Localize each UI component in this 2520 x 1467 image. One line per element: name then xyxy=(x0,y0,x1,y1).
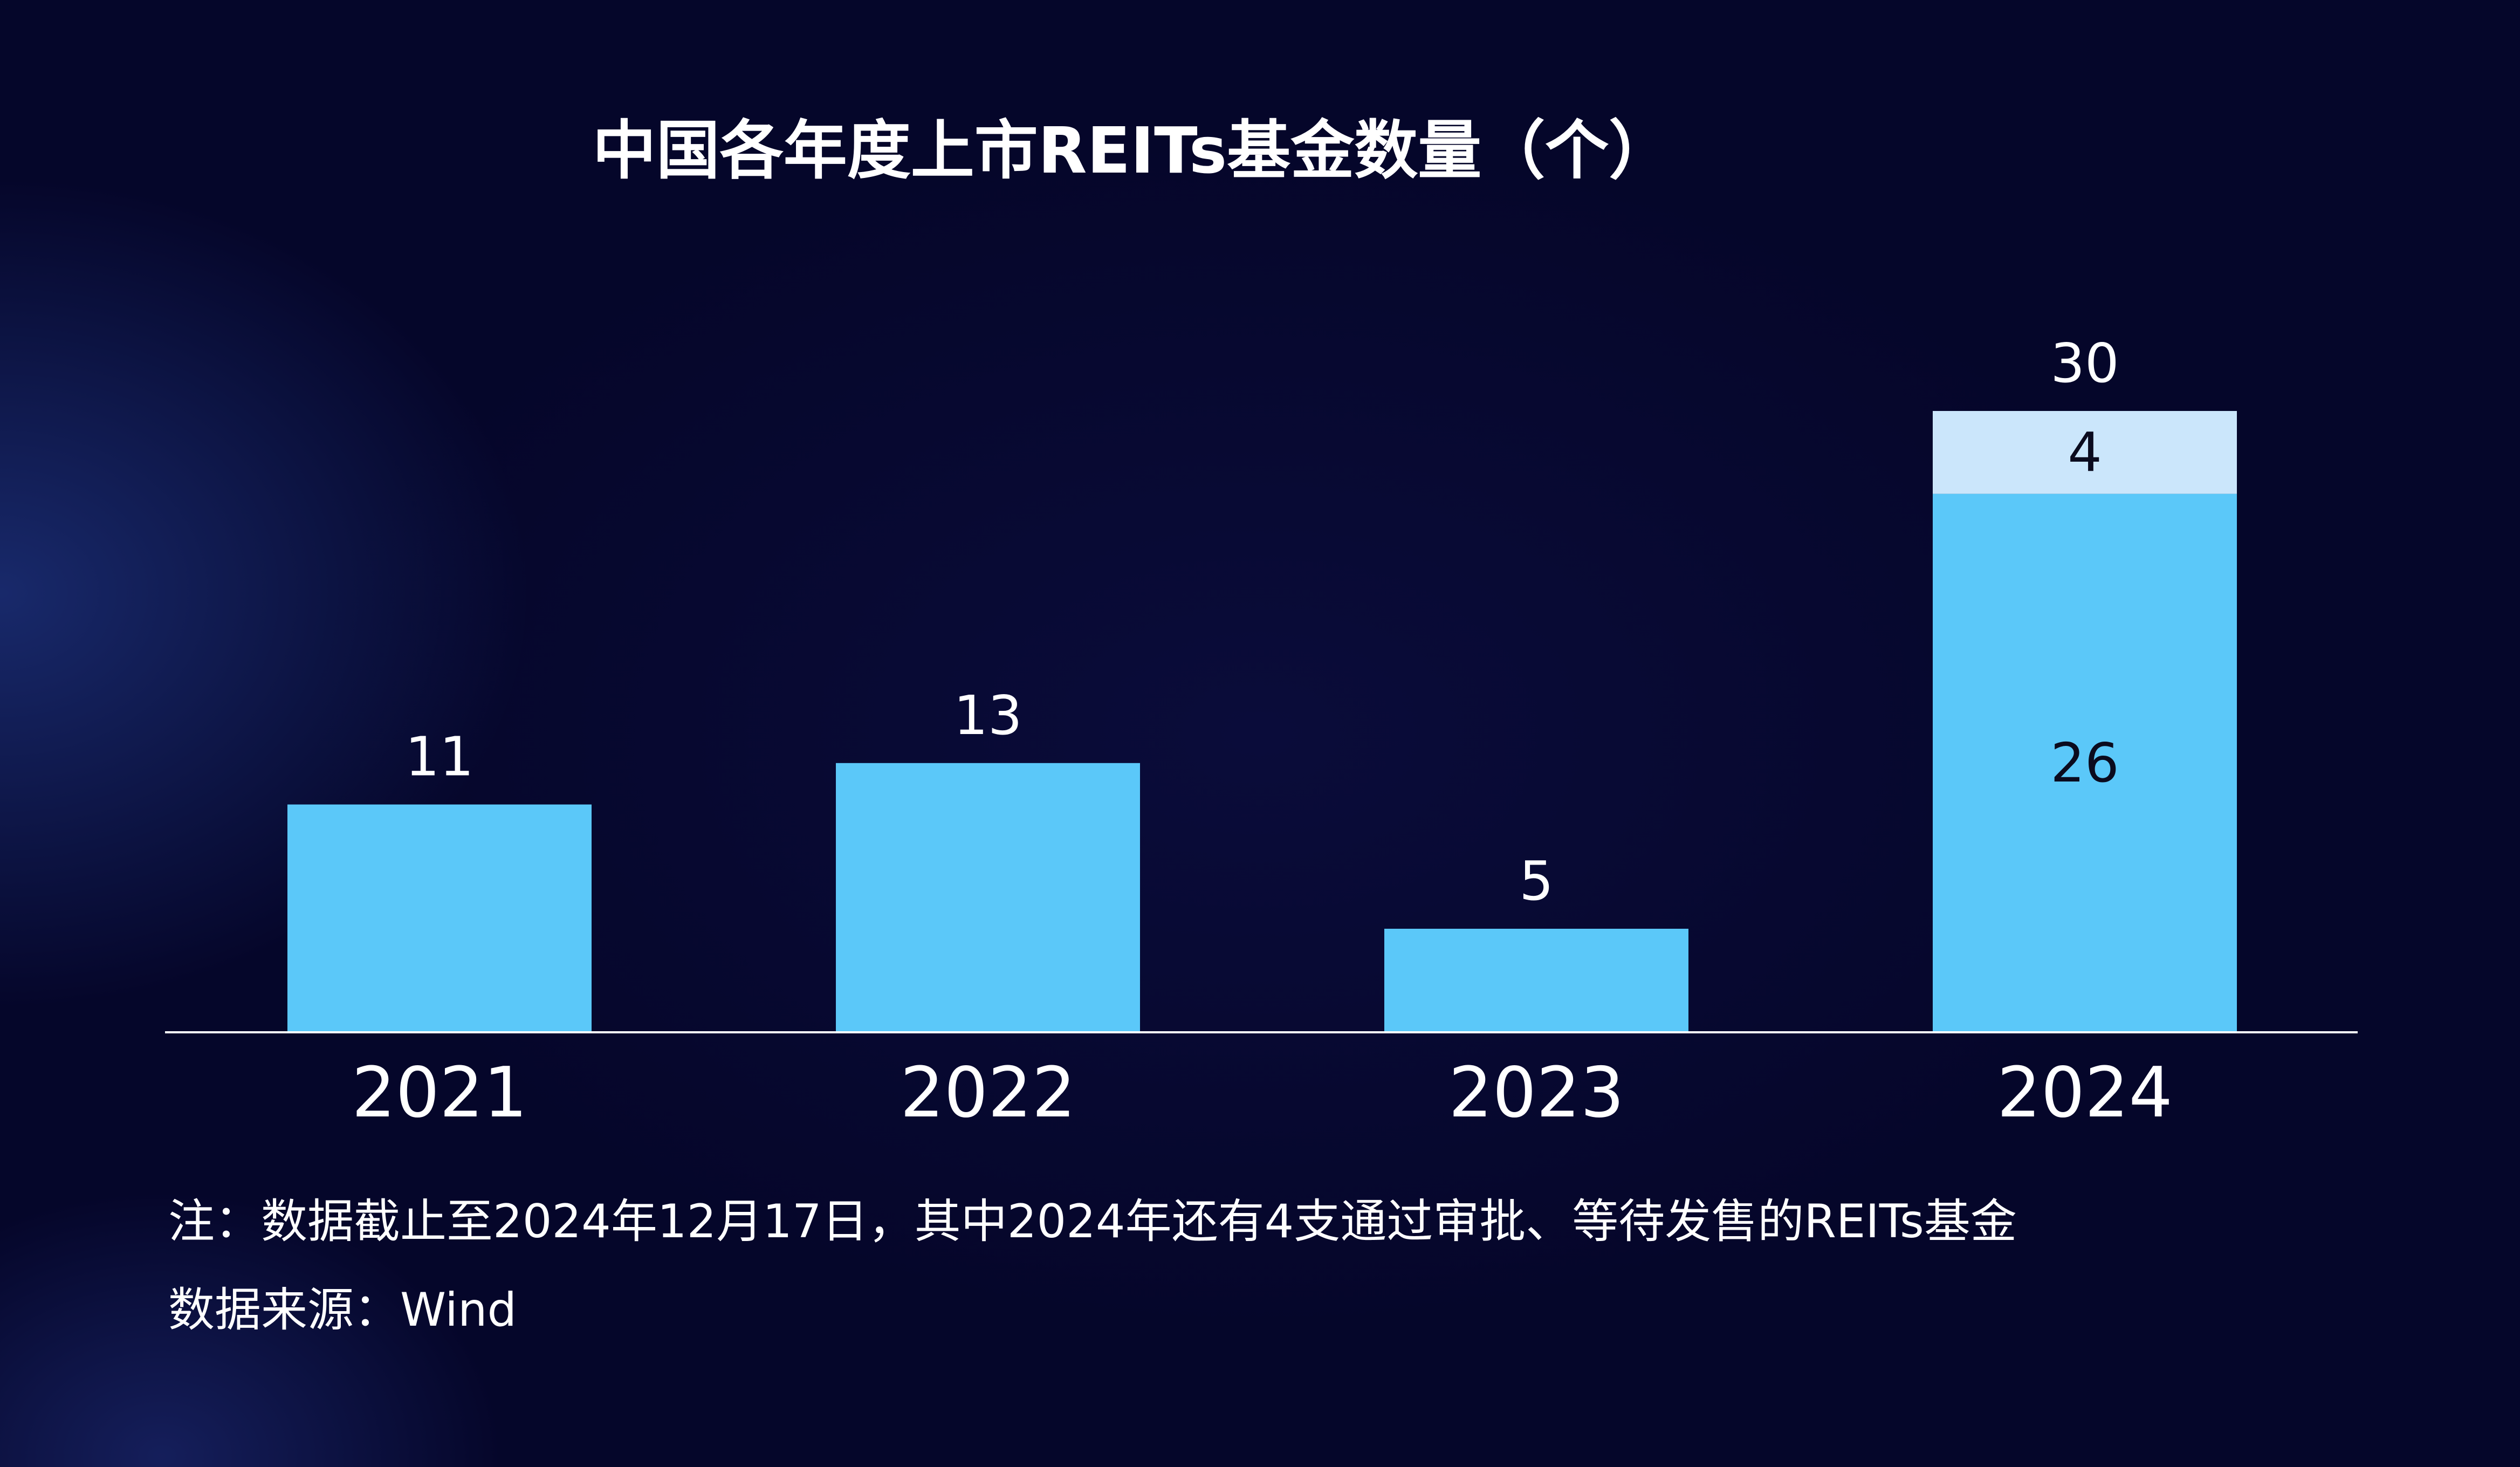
labels-layer: 11 2021 13 2022 5 2023 26 4 30 2024 xyxy=(352,332,2173,1133)
bar-2024-series-2 xyxy=(1933,411,2237,494)
bar-2022-series-1 xyxy=(836,763,1140,1032)
bars-layer xyxy=(287,411,2237,1032)
footnote: 注：数据截止至2024年12月17日，其中2024年还有4支通过审批、等待发售的… xyxy=(168,1195,2017,1249)
x-tick-label-2023: 2023 xyxy=(1448,1053,1624,1133)
x-tick-label-2024: 2024 xyxy=(1997,1053,2173,1133)
bar-2024-series-1 xyxy=(1933,493,2237,1032)
bar-2023-series-1 xyxy=(1384,929,1688,1032)
chart-title: 中国各年度上市REITs基金数量（个） xyxy=(593,113,1672,188)
segment-label-2024-series-2: 4 xyxy=(2068,421,2102,484)
total-label-2023: 5 xyxy=(1519,849,1554,913)
x-tick-label-2022: 2022 xyxy=(900,1053,1076,1133)
total-label-2022: 13 xyxy=(953,684,1022,747)
total-label-2021: 11 xyxy=(405,725,473,789)
bar-2021-series-1 xyxy=(287,804,592,1032)
source-note: 数据来源：Wind xyxy=(168,1283,517,1337)
total-label-2024: 30 xyxy=(2050,332,2119,395)
x-tick-label-2021: 2021 xyxy=(352,1053,527,1133)
segment-label-2024-series-1: 26 xyxy=(2050,731,2119,794)
